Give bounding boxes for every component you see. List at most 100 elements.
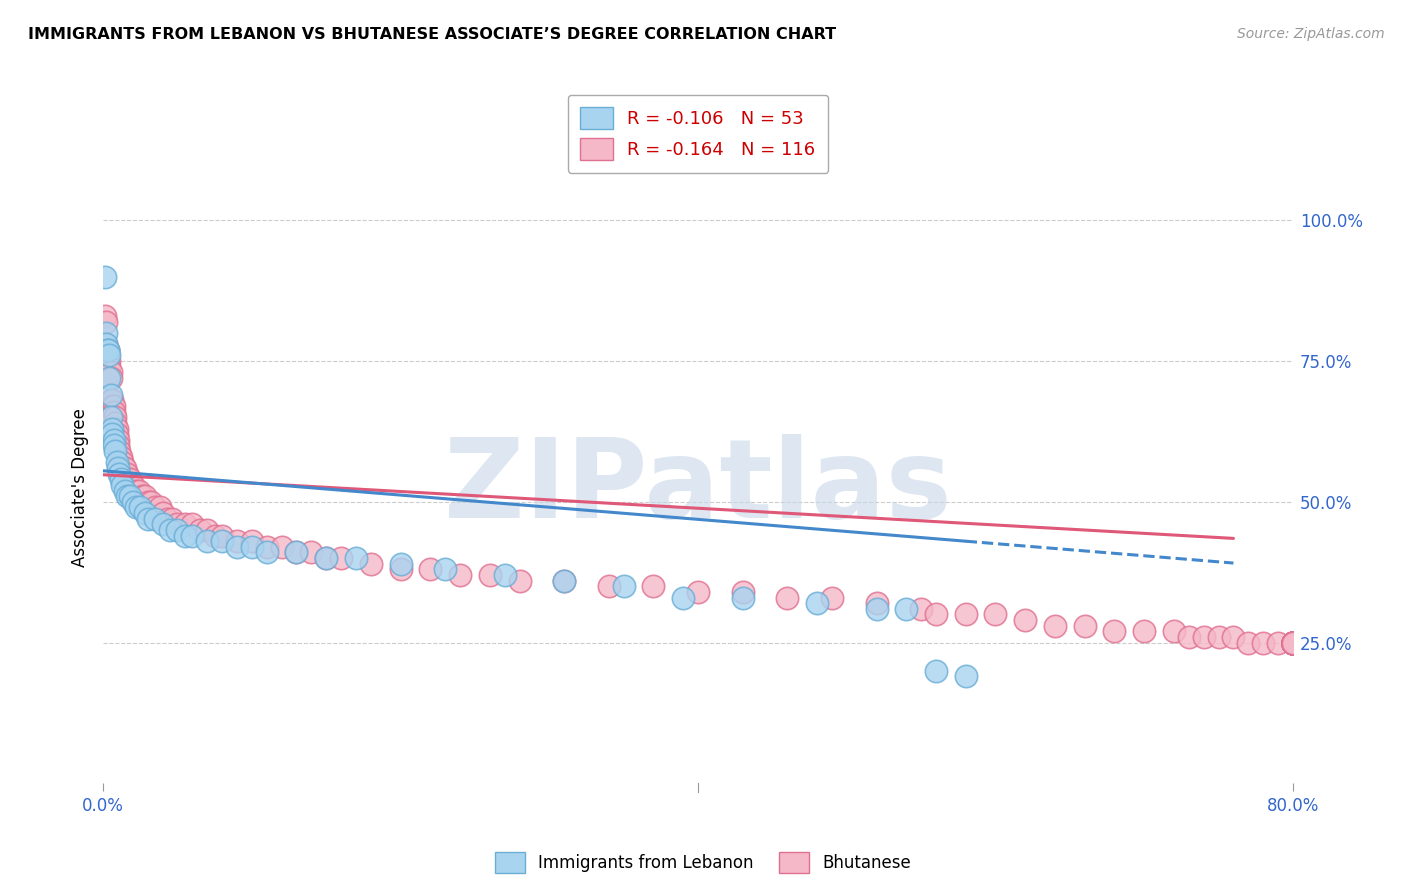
Point — [112, 461, 135, 475]
Point — [285, 545, 308, 559]
Point — [1251, 635, 1274, 649]
Point — [101, 427, 124, 442]
Point — [299, 545, 322, 559]
Point — [166, 523, 188, 537]
Point — [211, 528, 233, 542]
Point — [156, 511, 179, 525]
Point — [1282, 635, 1305, 649]
Point — [1282, 635, 1305, 649]
Point — [129, 500, 152, 515]
Point — [1282, 635, 1305, 649]
Point — [166, 517, 188, 532]
Point — [1014, 613, 1036, 627]
Point — [181, 517, 204, 532]
Point — [925, 607, 948, 622]
Point — [984, 607, 1007, 622]
Point — [553, 574, 575, 588]
Point — [1282, 635, 1305, 649]
Point — [1282, 635, 1305, 649]
Point — [107, 461, 129, 475]
Legend: Immigrants from Lebanon, Bhutanese: Immigrants from Lebanon, Bhutanese — [488, 846, 918, 880]
Point — [100, 371, 122, 385]
Point — [1282, 635, 1305, 649]
Point — [139, 495, 162, 509]
Point — [1282, 635, 1305, 649]
Point — [1267, 635, 1289, 649]
Point — [1222, 630, 1244, 644]
Point — [107, 433, 129, 447]
Point — [419, 562, 441, 576]
Point — [360, 557, 382, 571]
Point — [1282, 635, 1305, 649]
Point — [181, 528, 204, 542]
Point — [315, 551, 337, 566]
Point — [1133, 624, 1156, 639]
Point — [226, 534, 249, 549]
Point — [1282, 635, 1305, 649]
Point — [101, 399, 124, 413]
Point — [105, 427, 128, 442]
Point — [910, 601, 932, 615]
Point — [100, 410, 122, 425]
Point — [1282, 635, 1305, 649]
Point — [98, 354, 121, 368]
Point — [122, 478, 145, 492]
Point — [672, 591, 695, 605]
Point — [1073, 618, 1095, 632]
Point — [1282, 635, 1305, 649]
Point — [955, 607, 977, 622]
Point — [925, 664, 948, 678]
Point — [643, 579, 665, 593]
Point — [94, 315, 117, 329]
Point — [136, 495, 159, 509]
Point — [1282, 635, 1305, 649]
Point — [1282, 635, 1305, 649]
Point — [94, 326, 117, 340]
Point — [1104, 624, 1126, 639]
Point — [94, 337, 117, 351]
Point — [136, 511, 159, 525]
Point — [1282, 635, 1305, 649]
Legend: R = -0.106   N = 53, R = -0.164   N = 116: R = -0.106 N = 53, R = -0.164 N = 116 — [568, 95, 828, 173]
Point — [174, 517, 197, 532]
Point — [1043, 618, 1066, 632]
Point — [1163, 624, 1185, 639]
Point — [1237, 635, 1260, 649]
Point — [125, 483, 148, 498]
Point — [686, 585, 709, 599]
Point — [110, 450, 132, 464]
Point — [553, 574, 575, 588]
Point — [107, 438, 129, 452]
Point — [955, 669, 977, 683]
Point — [111, 455, 134, 469]
Point — [204, 528, 226, 542]
Point — [256, 545, 278, 559]
Point — [1282, 635, 1305, 649]
Point — [806, 596, 828, 610]
Point — [160, 511, 183, 525]
Point — [315, 551, 337, 566]
Point — [1178, 630, 1201, 644]
Point — [1282, 635, 1305, 649]
Point — [195, 534, 218, 549]
Point — [1282, 635, 1305, 649]
Point — [134, 489, 156, 503]
Point — [188, 523, 211, 537]
Point — [1282, 635, 1305, 649]
Point — [104, 416, 127, 430]
Point — [122, 495, 145, 509]
Point — [100, 388, 122, 402]
Point — [865, 596, 887, 610]
Point — [865, 601, 887, 615]
Point — [159, 523, 181, 537]
Point — [115, 489, 138, 503]
Point — [118, 472, 141, 486]
Point — [1282, 635, 1305, 649]
Point — [1282, 635, 1305, 649]
Point — [108, 444, 131, 458]
Point — [104, 410, 127, 425]
Point — [103, 433, 125, 447]
Point — [195, 523, 218, 537]
Point — [598, 579, 620, 593]
Point — [105, 421, 128, 435]
